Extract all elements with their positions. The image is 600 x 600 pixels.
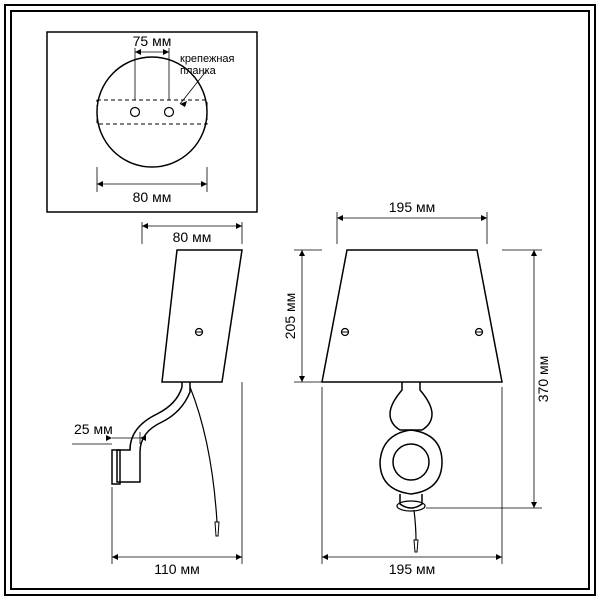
mounting-plate-detail: 75 мм крепежная планка 80 мм [47, 32, 257, 212]
total-height-dim: 370 мм [535, 356, 551, 403]
hole-spacing-dim: 75 мм [133, 33, 172, 49]
side-base-dim: 110 мм [154, 561, 199, 577]
shade-height-dim: 205 мм [282, 293, 298, 340]
plate-label-2: планка [180, 65, 217, 77]
front-bottom-width-dim: 195 мм [389, 561, 436, 577]
circle-dia-dim: 80 мм [133, 189, 172, 205]
side-view: 80 мм 25 мм 110 мм [72, 222, 242, 577]
plate-label-1: крепежная [180, 53, 235, 65]
side-top-width-dim: 80 мм [173, 229, 212, 245]
front-view: 195 мм 205 мм 370 мм [282, 199, 551, 577]
side-depth-dim: 25 мм [74, 421, 113, 437]
drawing-canvas: 75 мм крепежная планка 80 мм 80 мм [12, 12, 588, 588]
front-top-width-dim: 195 мм [389, 199, 436, 215]
technical-drawing-svg: 75 мм крепежная планка 80 мм 80 мм [12, 12, 588, 588]
